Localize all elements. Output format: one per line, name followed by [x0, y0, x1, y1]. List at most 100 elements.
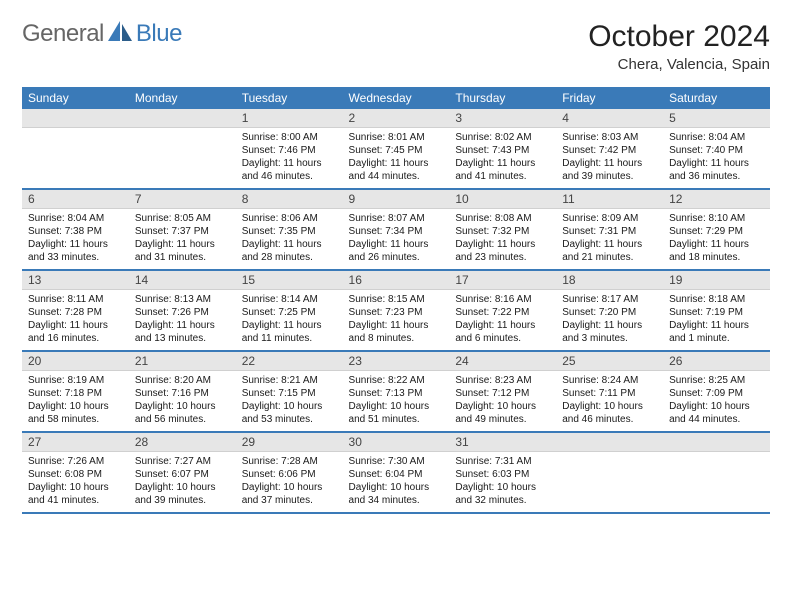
daylight-text: Daylight: 11 hours and 11 minutes. — [242, 319, 337, 345]
day-number: 31 — [449, 433, 556, 452]
sunset-text: Sunset: 7:29 PM — [669, 225, 764, 238]
daylight-text: Daylight: 11 hours and 33 minutes. — [28, 238, 123, 264]
calendar-table: Sunday Monday Tuesday Wednesday Thursday… — [22, 87, 770, 514]
sunset-text: Sunset: 7:35 PM — [242, 225, 337, 238]
calendar-day-cell: 27Sunrise: 7:26 AMSunset: 6:08 PMDayligh… — [22, 432, 129, 513]
day-number: 22 — [236, 352, 343, 371]
daylight-text: Daylight: 10 hours and 41 minutes. — [28, 481, 123, 507]
day-body: Sunrise: 8:23 AMSunset: 7:12 PMDaylight:… — [449, 371, 556, 431]
sunrise-text: Sunrise: 7:28 AM — [242, 455, 337, 468]
day-body: Sunrise: 8:14 AMSunset: 7:25 PMDaylight:… — [236, 290, 343, 350]
daylight-text: Daylight: 10 hours and 49 minutes. — [455, 400, 550, 426]
calendar-day-cell: 10Sunrise: 8:08 AMSunset: 7:32 PMDayligh… — [449, 189, 556, 270]
day-body: Sunrise: 8:00 AMSunset: 7:46 PMDaylight:… — [236, 128, 343, 188]
day-number: 4 — [556, 109, 663, 128]
day-body: Sunrise: 8:22 AMSunset: 7:13 PMDaylight:… — [343, 371, 450, 431]
day-body: Sunrise: 7:31 AMSunset: 6:03 PMDaylight:… — [449, 452, 556, 512]
dow-monday: Monday — [129, 87, 236, 109]
day-body: Sunrise: 8:01 AMSunset: 7:45 PMDaylight:… — [343, 128, 450, 188]
dow-friday: Friday — [556, 87, 663, 109]
sunset-text: Sunset: 7:13 PM — [349, 387, 444, 400]
day-number — [556, 433, 663, 452]
calendar-day-cell: 29Sunrise: 7:28 AMSunset: 6:06 PMDayligh… — [236, 432, 343, 513]
sunrise-text: Sunrise: 8:17 AM — [562, 293, 657, 306]
day-number: 25 — [556, 352, 663, 371]
daylight-text: Daylight: 11 hours and 13 minutes. — [135, 319, 230, 345]
sunrise-text: Sunrise: 8:04 AM — [669, 131, 764, 144]
day-number: 13 — [22, 271, 129, 290]
calendar-day-cell: 20Sunrise: 8:19 AMSunset: 7:18 PMDayligh… — [22, 351, 129, 432]
sunset-text: Sunset: 6:03 PM — [455, 468, 550, 481]
day-body: Sunrise: 8:02 AMSunset: 7:43 PMDaylight:… — [449, 128, 556, 188]
sunset-text: Sunset: 7:09 PM — [669, 387, 764, 400]
calendar-day-cell: 24Sunrise: 8:23 AMSunset: 7:12 PMDayligh… — [449, 351, 556, 432]
day-number: 24 — [449, 352, 556, 371]
sunrise-text: Sunrise: 8:10 AM — [669, 212, 764, 225]
sunset-text: Sunset: 7:46 PM — [242, 144, 337, 157]
day-number: 20 — [22, 352, 129, 371]
daylight-text: Daylight: 10 hours and 34 minutes. — [349, 481, 444, 507]
sunset-text: Sunset: 6:04 PM — [349, 468, 444, 481]
sunset-text: Sunset: 6:07 PM — [135, 468, 230, 481]
sunrise-text: Sunrise: 8:21 AM — [242, 374, 337, 387]
day-number: 27 — [22, 433, 129, 452]
sunrise-text: Sunrise: 8:01 AM — [349, 131, 444, 144]
daylight-text: Daylight: 11 hours and 36 minutes. — [669, 157, 764, 183]
sunset-text: Sunset: 7:37 PM — [135, 225, 230, 238]
page-header: General Blue October 2024 Chera, Valenci… — [22, 20, 770, 73]
day-body — [129, 128, 236, 182]
day-number — [129, 109, 236, 128]
day-number: 28 — [129, 433, 236, 452]
sunset-text: Sunset: 7:22 PM — [455, 306, 550, 319]
day-body: Sunrise: 8:15 AMSunset: 7:23 PMDaylight:… — [343, 290, 450, 350]
calendar-week-row: 27Sunrise: 7:26 AMSunset: 6:08 PMDayligh… — [22, 432, 770, 513]
location-subtitle: Chera, Valencia, Spain — [588, 56, 770, 73]
day-number: 8 — [236, 190, 343, 209]
daylight-text: Daylight: 10 hours and 51 minutes. — [349, 400, 444, 426]
day-of-week-row: Sunday Monday Tuesday Wednesday Thursday… — [22, 87, 770, 109]
calendar-day-cell — [22, 109, 129, 189]
sunrise-text: Sunrise: 8:05 AM — [135, 212, 230, 225]
sunrise-text: Sunrise: 8:20 AM — [135, 374, 230, 387]
sunset-text: Sunset: 7:34 PM — [349, 225, 444, 238]
calendar-day-cell: 2Sunrise: 8:01 AMSunset: 7:45 PMDaylight… — [343, 109, 450, 189]
calendar-day-cell: 16Sunrise: 8:15 AMSunset: 7:23 PMDayligh… — [343, 270, 450, 351]
daylight-text: Daylight: 10 hours and 39 minutes. — [135, 481, 230, 507]
day-number: 7 — [129, 190, 236, 209]
calendar-day-cell: 26Sunrise: 8:25 AMSunset: 7:09 PMDayligh… — [663, 351, 770, 432]
daylight-text: Daylight: 11 hours and 23 minutes. — [455, 238, 550, 264]
day-number: 10 — [449, 190, 556, 209]
calendar-day-cell: 4Sunrise: 8:03 AMSunset: 7:42 PMDaylight… — [556, 109, 663, 189]
day-number: 19 — [663, 271, 770, 290]
day-number: 21 — [129, 352, 236, 371]
day-body: Sunrise: 8:19 AMSunset: 7:18 PMDaylight:… — [22, 371, 129, 431]
sunset-text: Sunset: 7:19 PM — [669, 306, 764, 319]
daylight-text: Daylight: 11 hours and 26 minutes. — [349, 238, 444, 264]
day-number — [663, 433, 770, 452]
day-number: 30 — [343, 433, 450, 452]
calendar-day-cell: 21Sunrise: 8:20 AMSunset: 7:16 PMDayligh… — [129, 351, 236, 432]
day-body: Sunrise: 8:05 AMSunset: 7:37 PMDaylight:… — [129, 209, 236, 269]
day-number: 18 — [556, 271, 663, 290]
day-body: Sunrise: 8:08 AMSunset: 7:32 PMDaylight:… — [449, 209, 556, 269]
daylight-text: Daylight: 11 hours and 21 minutes. — [562, 238, 657, 264]
calendar-day-cell: 12Sunrise: 8:10 AMSunset: 7:29 PMDayligh… — [663, 189, 770, 270]
day-body: Sunrise: 8:07 AMSunset: 7:34 PMDaylight:… — [343, 209, 450, 269]
day-number: 26 — [663, 352, 770, 371]
sunrise-text: Sunrise: 8:19 AM — [28, 374, 123, 387]
calendar-day-cell: 14Sunrise: 8:13 AMSunset: 7:26 PMDayligh… — [129, 270, 236, 351]
calendar-day-cell: 7Sunrise: 8:05 AMSunset: 7:37 PMDaylight… — [129, 189, 236, 270]
calendar-day-cell: 5Sunrise: 8:04 AMSunset: 7:40 PMDaylight… — [663, 109, 770, 189]
daylight-text: Daylight: 10 hours and 37 minutes. — [242, 481, 337, 507]
day-body: Sunrise: 8:11 AMSunset: 7:28 PMDaylight:… — [22, 290, 129, 350]
calendar-day-cell: 8Sunrise: 8:06 AMSunset: 7:35 PMDaylight… — [236, 189, 343, 270]
daylight-text: Daylight: 11 hours and 28 minutes. — [242, 238, 337, 264]
daylight-text: Daylight: 11 hours and 6 minutes. — [455, 319, 550, 345]
day-number: 23 — [343, 352, 450, 371]
brand-logo: General Blue — [22, 20, 182, 48]
day-number: 15 — [236, 271, 343, 290]
sunrise-text: Sunrise: 8:08 AM — [455, 212, 550, 225]
calendar-week-row: 13Sunrise: 8:11 AMSunset: 7:28 PMDayligh… — [22, 270, 770, 351]
daylight-text: Daylight: 11 hours and 39 minutes. — [562, 157, 657, 183]
calendar-week-row: 6Sunrise: 8:04 AMSunset: 7:38 PMDaylight… — [22, 189, 770, 270]
